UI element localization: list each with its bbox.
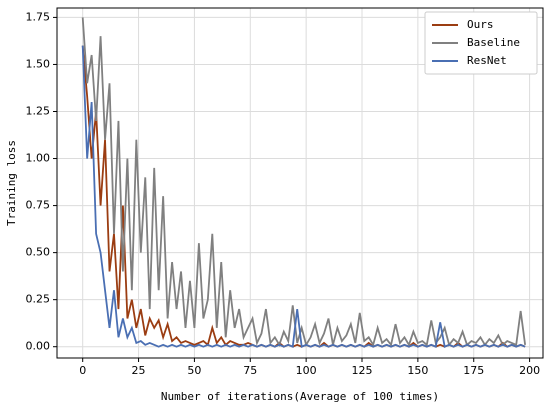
legend-label: Ours (467, 18, 494, 31)
x-tick-label: 50 (187, 364, 201, 377)
series-line (81, 17, 527, 348)
y-tick-label: 0.75 (26, 199, 51, 212)
x-tick-label: 125 (352, 364, 373, 377)
x-axis-label: Number of iterations(Average of 100 time… (161, 390, 439, 403)
y-tick-label: 0.50 (26, 246, 51, 259)
legend-box (424, 11, 538, 75)
y-tick-label: 1.75 (26, 10, 51, 23)
series-line (81, 45, 526, 349)
x-tick-label: 100 (296, 364, 317, 377)
x-tick-label: 150 (407, 364, 428, 377)
y-tick-label: 0.25 (26, 293, 51, 306)
legend-label: ResNet (467, 54, 507, 67)
legend-label: Baseline (467, 36, 520, 49)
x-tick-label: 75 (243, 364, 257, 377)
x-tick-label: 25 (132, 364, 146, 377)
plot-frame (56, 7, 544, 359)
y-tick-label: 1.50 (26, 57, 51, 70)
x-tick-label: 175 (463, 364, 484, 377)
y-tick-label: 1.25 (26, 104, 51, 117)
y-axis-label: Training loss (5, 140, 18, 226)
y-tick-label: 1.00 (26, 152, 51, 165)
y-tick-label: 0.00 (26, 340, 51, 353)
x-tick-label: 200 (519, 364, 540, 377)
x-tick-label: 0 (79, 364, 86, 377)
